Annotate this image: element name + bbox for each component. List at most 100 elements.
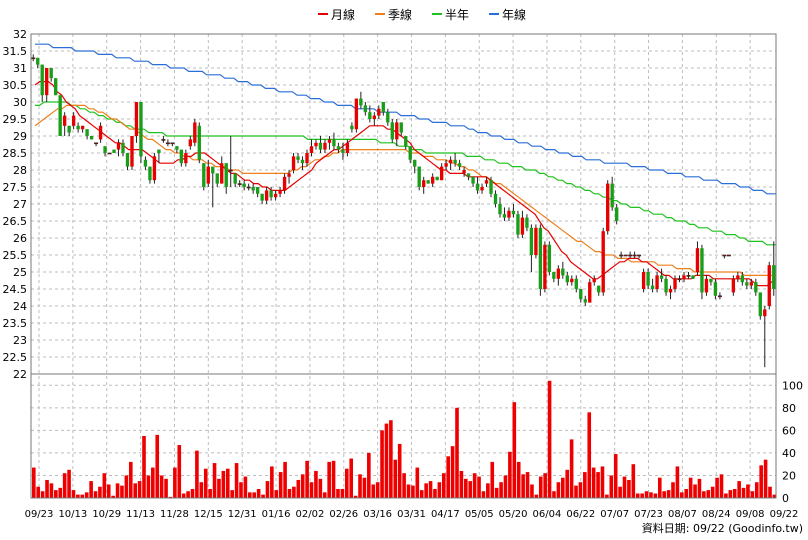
candle-body [668,289,673,293]
candle-body [296,156,300,160]
candle-body [682,275,686,279]
candle-body [368,112,372,119]
volume-bar [40,491,45,498]
volume-bar [613,454,618,498]
volume-bar [591,467,596,498]
volume-bar [402,473,406,498]
candle-body [242,183,246,187]
date-tick-label: 02/26 [329,509,358,520]
candle-body [740,275,745,283]
volume-bar [759,465,763,498]
date-tick-label: 06/04 [533,509,562,520]
volume-bar [763,459,768,498]
candle-body [62,115,67,126]
volume-bar [384,423,389,498]
price-tick-label: 30 [13,96,27,109]
volume-bar [296,479,301,498]
candle-body [462,170,466,174]
date-tick-label: 03/16 [363,509,392,520]
volume-bar [441,473,446,498]
candle-body [224,163,228,187]
volume-bar [600,466,605,498]
volume-bar [406,484,411,498]
candle-body [511,210,516,215]
candle-body [628,254,633,257]
candle-body [89,136,94,140]
volume-bar [684,488,689,498]
volume-bar [318,478,323,498]
volume-bar [340,488,345,498]
volume-bar [208,488,212,498]
volume-bar [270,466,274,498]
candle-body [54,78,58,96]
candle-body [287,173,291,177]
volume-bar [737,481,741,498]
date-tick-label: 12/15 [194,509,223,520]
candle-body [116,142,121,150]
candle-body [363,105,368,113]
candle-body [413,159,417,167]
candle-body [704,278,709,293]
candle-body [430,176,435,184]
candle-body [197,125,201,160]
candle-body [336,146,341,150]
volume-bar [221,470,226,498]
volume-bar [697,478,702,498]
volume-bar [508,451,512,498]
volume-bar [322,492,327,498]
candle-body [610,183,614,208]
volume-bar [314,470,318,498]
candle-body [309,146,314,153]
candle-body [121,142,125,153]
volume-bar [715,477,719,498]
volume-bar [84,492,89,498]
volume-bar [680,492,684,498]
volume-bar [137,481,142,498]
volume-bar [186,491,190,498]
date-tick-label: 08/07 [668,509,697,520]
volume-bar [76,494,80,498]
price-tick-label: 29.5 [3,113,28,126]
volume-bar [217,478,221,498]
candle-body [691,275,695,279]
candlestick-series [31,54,776,368]
price-tick-label: 24 [13,300,27,313]
volume-bar [411,485,415,498]
chart-legend: 月線 季線 半年 年線 [318,7,526,22]
price-tick-label: 23.5 [3,317,28,330]
volume-bar [261,494,265,498]
volume-bar [750,491,755,498]
candle-body [184,153,188,164]
candle-body [673,278,677,289]
candle-body [354,98,359,130]
volume-bar [133,483,137,498]
candle-body [148,166,152,181]
candle-body [165,142,170,145]
volume-bar [746,484,750,498]
candle-body [588,282,592,303]
date-tick-label: 10/29 [92,509,121,520]
volume-bar [464,478,468,498]
volume-y-axis: 100 80 60 40 20 0 [782,379,803,505]
candle-body [547,244,552,272]
volume-tick-label: 60 [782,424,796,437]
volume-bar [644,491,649,498]
volume-bar [32,467,36,498]
price-tick-label: 28 [13,164,27,177]
date-tick-label: 07/07 [600,509,629,520]
price-tick-label: 26 [13,232,27,245]
date-tick-label: 09/23 [25,509,54,520]
candle-body [85,129,89,136]
candle-body [157,149,161,153]
candle-body [251,187,255,191]
volume-bar [287,488,292,498]
volume-bar [640,493,644,498]
candle-body [202,163,206,187]
candle-body [583,299,587,303]
price-tick-label: 26.5 [3,215,28,228]
volume-bar [446,456,450,498]
candle-body [31,57,36,60]
date-tick-label: 02/02 [295,509,324,520]
volume-bar [732,488,737,498]
candle-body [332,139,336,147]
